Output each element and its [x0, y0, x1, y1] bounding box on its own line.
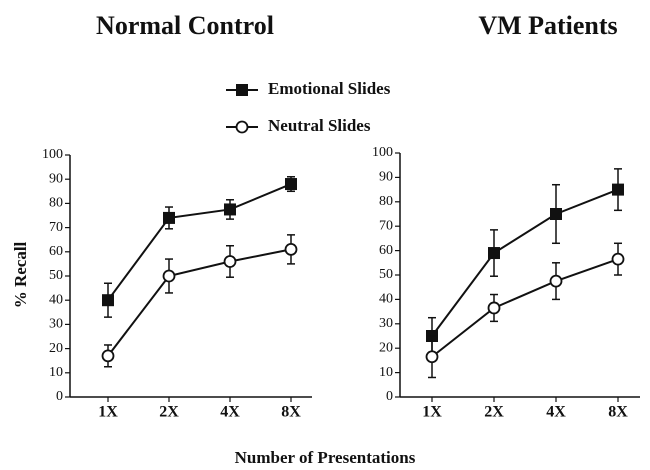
marker	[488, 247, 500, 260]
y-tick-label: 40	[49, 292, 63, 307]
y-tick-label: 20	[49, 341, 63, 356]
marker	[163, 211, 175, 224]
y-tick-label: 90	[49, 171, 63, 186]
marker	[162, 269, 176, 283]
marker	[101, 349, 115, 363]
legend-label: Neutral Slides	[268, 116, 371, 135]
marker	[224, 203, 236, 216]
y-tick-label: 0	[56, 389, 63, 404]
y-tick-label: 10	[49, 365, 63, 380]
marker	[102, 294, 114, 307]
y-tick-label: 50	[379, 267, 393, 282]
marker	[425, 350, 439, 364]
marker	[549, 274, 563, 288]
marker	[285, 178, 297, 191]
chart-title: VM Patients	[478, 11, 617, 40]
legend-marker	[235, 120, 249, 134]
x-tick-label: 1X	[98, 404, 118, 421]
x-tick-label: 2X	[159, 404, 179, 421]
y-tick-label: 100	[372, 145, 393, 160]
series-line	[431, 258, 619, 358]
x-tick-label: 1X	[422, 404, 442, 421]
y-tick-label: 20	[379, 340, 393, 355]
y-tick-label: 100	[42, 147, 63, 162]
y-tick-label: 30	[379, 316, 393, 331]
y-tick-label: 70	[49, 220, 63, 235]
y-tick-label: 70	[379, 218, 393, 233]
marker	[612, 183, 624, 196]
y-tick-label: 90	[379, 170, 393, 185]
y-tick-label: 60	[49, 244, 63, 259]
x-tick-label: 2X	[484, 404, 504, 421]
legend-label: Emotional Slides	[268, 79, 391, 98]
marker	[284, 242, 298, 256]
y-tick-label: 80	[49, 196, 63, 211]
series-line	[431, 188, 619, 337]
x-tick-label: 8X	[281, 404, 301, 421]
y-axis-label: % Recall	[11, 241, 30, 308]
series-line	[107, 248, 292, 357]
y-tick-label: 60	[379, 243, 393, 258]
x-tick-label: 8X	[608, 404, 628, 421]
y-tick-label: 50	[49, 268, 63, 283]
marker	[611, 252, 625, 266]
y-tick-label: 0	[386, 389, 393, 404]
y-tick-label: 30	[49, 317, 63, 332]
x-axis-label: Number of Presentations	[235, 448, 416, 467]
y-tick-label: 80	[379, 194, 393, 209]
marker	[223, 255, 237, 268]
y-tick-label: 10	[379, 365, 393, 380]
y-tick-label: 40	[379, 292, 393, 307]
series-line	[107, 183, 292, 301]
marker	[487, 301, 501, 315]
chart-title: Normal Control	[96, 11, 274, 40]
x-tick-label: 4X	[220, 404, 240, 421]
marker	[550, 208, 562, 220]
legend-marker	[236, 84, 248, 96]
x-tick-label: 4X	[546, 404, 566, 421]
